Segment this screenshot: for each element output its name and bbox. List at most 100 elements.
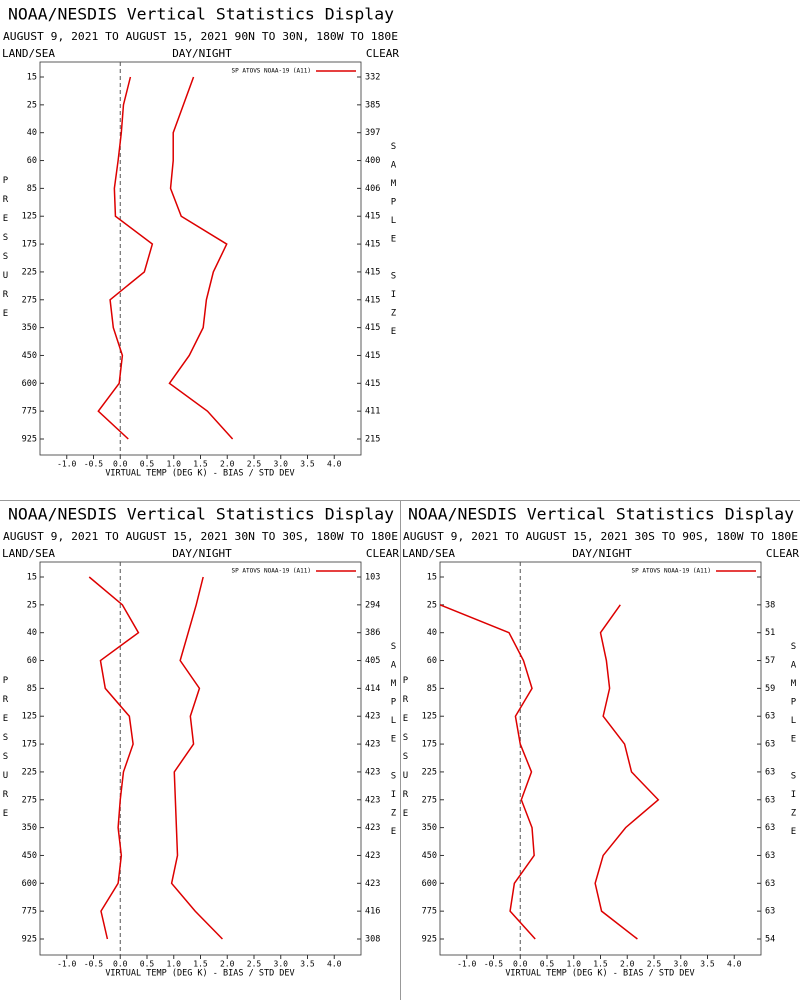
sample-size-label: 423 [365,795,380,805]
sample-size-label: 332 [365,73,380,83]
std-dev-line [170,576,223,940]
legend-label: SP ATOVS NOAA-19 (A11) [232,568,311,575]
y-tick-label: 225 [22,767,37,777]
x-tick-label: 2.5 [647,960,662,969]
y-tick-label: 450 [22,851,37,861]
x-axis-label: VIRTUAL TEMP (DEG K) - BIAS / STD DEV [505,969,694,979]
chart-subtitle: AUGUST 9, 2021 TO AUGUST 15, 2021 30N TO… [3,530,398,543]
sample-size-label: 414 [365,684,380,694]
y-tick-label: 775 [422,907,437,917]
y-tick-label: 40 [27,128,37,138]
sample-size-label: 385 [365,100,380,110]
x-tick-label: 1.5 [193,460,208,469]
y-tick-label: 60 [427,656,437,666]
sample-size-label: 423 [365,767,380,777]
y-tick-label: 775 [22,907,37,917]
x-tick-label: 4.0 [327,960,342,969]
y-axis-label: PRESSURE [401,676,411,828]
sample-size-label: 423 [365,712,380,722]
x-axis-label: VIRTUAL TEMP (DEG K) - BIAS / STD DEV [105,969,294,979]
y-tick-label: 125 [422,712,437,722]
sample-size-label: 411 [365,407,380,417]
x-tick-label: 0.5 [140,960,155,969]
legend-label: SP ATOVS NOAA-19 (A11) [232,68,311,75]
y-tick-label: 85 [427,684,437,694]
sample-size-label: 423 [365,823,380,833]
x-axis-label: VIRTUAL TEMP (DEG K) - BIAS / STD DEV [105,469,294,479]
y-tick-label: 925 [422,935,437,945]
sample-size-label: 415 [365,323,380,333]
bias-line [97,76,154,440]
sample-size-label: 423 [365,740,380,750]
x-tick-label: -0.5 [84,460,103,469]
x-tick-label: 3.0 [674,960,689,969]
panel: NOAA/NESDIS Vertical Statistics Display A… [1,5,400,479]
y-tick-label: 925 [22,935,37,945]
x-tick-label: 2.0 [220,460,235,469]
sample-size-label: 405 [365,656,380,666]
sample-size-label: 400 [365,156,380,166]
x-tick-label: 1.5 [193,960,208,969]
y-tick-label: 175 [422,740,437,750]
panel: NOAA/NESDIS Vertical Statistics Display A… [401,505,800,979]
y-tick-label: 15 [27,73,37,83]
x-tick-label: -1.0 [457,960,476,969]
x-tick-label: 4.0 [727,960,742,969]
y-tick-label: 175 [22,740,37,750]
y-tick-label: 15 [427,573,437,583]
x-tick-label: 3.0 [274,960,289,969]
chart-subtitle: AUGUST 9, 2021 TO AUGUST 15, 2021 30S TO… [403,530,798,543]
y-tick-label: 350 [22,323,37,333]
sample-size-label: 63 [765,767,775,777]
y-tick-label: 175 [22,240,37,250]
std-dev-line [594,604,660,940]
x-tick-label: 3.0 [274,460,289,469]
std-dev-line [168,76,234,440]
x-tick-label: -0.5 [484,960,503,969]
sample-size-label: 308 [365,935,380,945]
y2-axis-label: SAMPLE SIZE [789,642,799,846]
sample-size-label: 63 [765,740,775,750]
y-tick-label: 350 [422,823,437,833]
sample-size-label: 38 [765,600,775,610]
y-tick-label: 225 [422,767,437,777]
y-tick-label: 600 [422,879,437,889]
x-tick-label: 0.0 [113,460,128,469]
sample-size-label: 51 [765,628,775,638]
chart-title: NOAA/NESDIS Vertical Statistics Display [408,505,794,524]
header-label: DAY/NIGHT [172,547,232,560]
sample-size-label: 63 [765,907,775,917]
sample-size-label: 63 [765,795,775,805]
header-label: LAND/SEA [2,547,55,560]
chart-title: NOAA/NESDIS Vertical Statistics Display [8,505,394,524]
sample-size-label: 415 [365,212,380,222]
x-tick-label: 3.5 [300,460,315,469]
header-label: LAND/SEA [2,47,55,60]
y-tick-label: 125 [22,712,37,722]
sample-size-label: 63 [765,712,775,722]
x-tick-label: 3.5 [300,960,315,969]
y-tick-label: 85 [27,184,37,194]
sample-size-label: 294 [365,600,380,610]
y-tick-label: 125 [22,212,37,222]
y-tick-label: 600 [22,879,37,889]
x-tick-label: -1.0 [57,460,76,469]
y-tick-label: 25 [27,600,37,610]
sample-size-label: 63 [765,851,775,861]
y-axis-label: PRESSURE [1,176,11,328]
y-tick-label: 60 [27,656,37,666]
sample-size-label: 215 [365,435,380,445]
x-tick-label: -0.5 [84,960,103,969]
panel: NOAA/NESDIS Vertical Statistics Display A… [1,505,400,979]
x-tick-label: 3.5 [700,960,715,969]
y-tick-label: 60 [27,156,37,166]
sample-size-label: 63 [765,823,775,833]
sample-size-label: 416 [365,907,380,917]
y-tick-label: 275 [22,795,37,805]
y-tick-label: 450 [422,851,437,861]
y-tick-label: 25 [27,100,37,110]
sample-size-label: 406 [365,184,380,194]
y-tick-label: 40 [27,628,37,638]
x-tick-label: 1.0 [167,460,182,469]
bias-line [440,604,536,940]
